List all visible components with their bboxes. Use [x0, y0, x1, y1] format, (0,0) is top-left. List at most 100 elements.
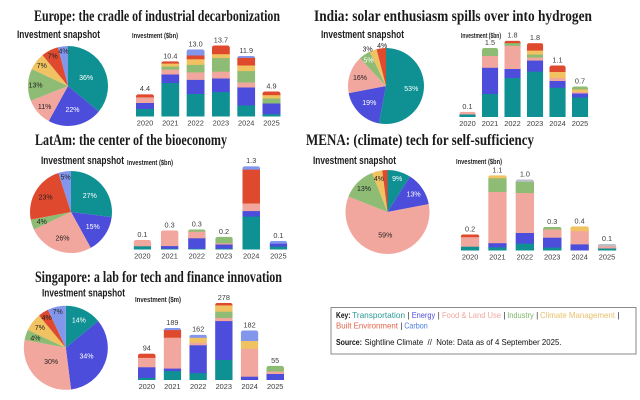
svg-text:13.7: 13.7	[214, 36, 228, 45]
svg-text:0.3: 0.3	[192, 219, 202, 228]
svg-text:Key:: Key:	[336, 310, 351, 320]
svg-text:Investment ($m): Investment ($m)	[135, 297, 181, 304]
svg-text:Transportation: Transportation	[352, 310, 405, 320]
svg-text:MENA: (climate) tech for self-: MENA: (climate) tech for self-sufficienc…	[306, 132, 534, 149]
svg-text:19%: 19%	[362, 100, 376, 107]
svg-text:0.7: 0.7	[575, 77, 585, 86]
svg-text:2024: 2024	[571, 253, 587, 262]
svg-text:0.1: 0.1	[602, 234, 612, 243]
svg-text:0.1: 0.1	[273, 231, 283, 240]
svg-text:0.3: 0.3	[165, 220, 175, 229]
svg-text:55: 55	[271, 356, 279, 365]
svg-text:2025: 2025	[599, 253, 615, 262]
svg-text:Europe: the cradle of industri: Europe: the cradle of industrial decarbo…	[34, 8, 280, 25]
svg-text:10.4: 10.4	[163, 51, 177, 60]
svg-text:Investment ($bn): Investment ($bn)	[461, 33, 501, 40]
svg-text:1.1: 1.1	[492, 165, 502, 174]
svg-text:53%: 53%	[404, 86, 418, 93]
svg-text:9%: 9%	[392, 176, 402, 183]
svg-text:59%: 59%	[378, 232, 392, 239]
svg-text:2023: 2023	[216, 382, 232, 391]
svg-text:4%: 4%	[59, 49, 69, 56]
svg-text:189: 189	[166, 318, 178, 327]
svg-text:11%: 11%	[38, 104, 52, 111]
svg-text:2021: 2021	[489, 253, 505, 262]
svg-text:|: |	[400, 321, 402, 331]
svg-text:11.9: 11.9	[239, 46, 253, 55]
svg-text:1.8: 1.8	[530, 33, 540, 42]
svg-text:0.1: 0.1	[462, 102, 472, 111]
svg-text:14%: 14%	[72, 318, 86, 325]
svg-text:Investment snapshot: Investment snapshot	[17, 29, 100, 41]
svg-text:2024: 2024	[243, 252, 259, 261]
svg-text:|: |	[503, 310, 505, 320]
svg-text:2025: 2025	[572, 119, 588, 128]
svg-text:278: 278	[218, 293, 230, 302]
svg-text:2025: 2025	[263, 119, 279, 128]
svg-text:2021: 2021	[161, 252, 177, 261]
svg-text:2023: 2023	[216, 252, 232, 261]
svg-text:2025: 2025	[270, 252, 286, 261]
svg-text:13.0: 13.0	[188, 39, 202, 48]
svg-text:2025: 2025	[267, 382, 283, 391]
svg-text:Singapore: a lab for tech and: Singapore: a lab for tech and finance in…	[35, 269, 282, 286]
svg-text:1.1: 1.1	[552, 56, 562, 65]
svg-text:2024: 2024	[241, 382, 257, 391]
svg-text:36%: 36%	[79, 75, 93, 82]
svg-text:Investment ($bn): Investment ($bn)	[127, 160, 173, 167]
svg-text:|: |	[408, 310, 410, 320]
svg-text:4%: 4%	[377, 43, 387, 50]
svg-text:Food & Land Use: Food & Land Use	[442, 310, 501, 320]
svg-text:1.0: 1.0	[520, 170, 530, 179]
svg-text:7%: 7%	[37, 63, 47, 70]
svg-text:182: 182	[244, 321, 256, 330]
svg-text:2022: 2022	[189, 252, 205, 261]
svg-text:2020: 2020	[137, 119, 153, 128]
svg-text:94: 94	[143, 344, 151, 353]
svg-text:|: |	[536, 310, 538, 320]
svg-text:|: |	[438, 310, 440, 320]
svg-text:5%: 5%	[363, 58, 373, 65]
svg-text:2020: 2020	[462, 253, 478, 262]
svg-text:4%: 4%	[42, 315, 52, 322]
svg-text:Climate Management: Climate Management	[540, 310, 616, 320]
svg-text:1.3: 1.3	[246, 156, 256, 165]
svg-text:22%: 22%	[65, 107, 79, 114]
svg-text:2023: 2023	[527, 119, 543, 128]
svg-text:162: 162	[192, 325, 204, 334]
svg-text:26%: 26%	[55, 236, 69, 243]
svg-text:15%: 15%	[86, 224, 100, 231]
svg-text:Built Environment: Built Environment	[336, 321, 399, 331]
svg-text:5%: 5%	[60, 175, 70, 182]
svg-text:7%: 7%	[53, 309, 63, 316]
svg-text:1.5: 1.5	[485, 38, 495, 47]
svg-text:30%: 30%	[44, 359, 58, 366]
svg-text:Sightline Climate // Note: D: Sightline Climate // Note: Data as of 4 …	[365, 337, 562, 347]
svg-text:2021: 2021	[164, 382, 180, 391]
svg-text:2020: 2020	[139, 382, 155, 391]
svg-text:Carbon: Carbon	[404, 321, 428, 331]
svg-text:2020: 2020	[134, 252, 150, 261]
svg-text:0.1: 0.1	[137, 230, 147, 239]
svg-text:|: |	[618, 310, 620, 320]
svg-text:Industry: Industry	[507, 310, 534, 320]
svg-text:13%: 13%	[29, 82, 43, 89]
svg-text:2024: 2024	[238, 119, 254, 128]
svg-text:13%: 13%	[407, 192, 421, 199]
svg-text:27%: 27%	[83, 193, 97, 200]
svg-text:2022: 2022	[187, 119, 203, 128]
svg-text:16%: 16%	[353, 75, 367, 82]
svg-text:2021: 2021	[482, 119, 498, 128]
svg-text:2023: 2023	[544, 253, 560, 262]
svg-text:0.4: 0.4	[575, 216, 585, 225]
svg-text:Source:: Source:	[336, 337, 362, 347]
svg-text:2024: 2024	[549, 119, 565, 128]
svg-text:Investment snapshot: Investment snapshot	[321, 29, 404, 41]
svg-text:0.2: 0.2	[465, 224, 475, 233]
svg-text:4.4: 4.4	[140, 84, 150, 93]
svg-text:4.9: 4.9	[266, 82, 276, 91]
svg-text:2022: 2022	[504, 119, 520, 128]
svg-text:Investment snapshot: Investment snapshot	[313, 155, 396, 167]
svg-text:Investment snapshot: Investment snapshot	[41, 155, 124, 167]
svg-text:23%: 23%	[39, 194, 53, 201]
